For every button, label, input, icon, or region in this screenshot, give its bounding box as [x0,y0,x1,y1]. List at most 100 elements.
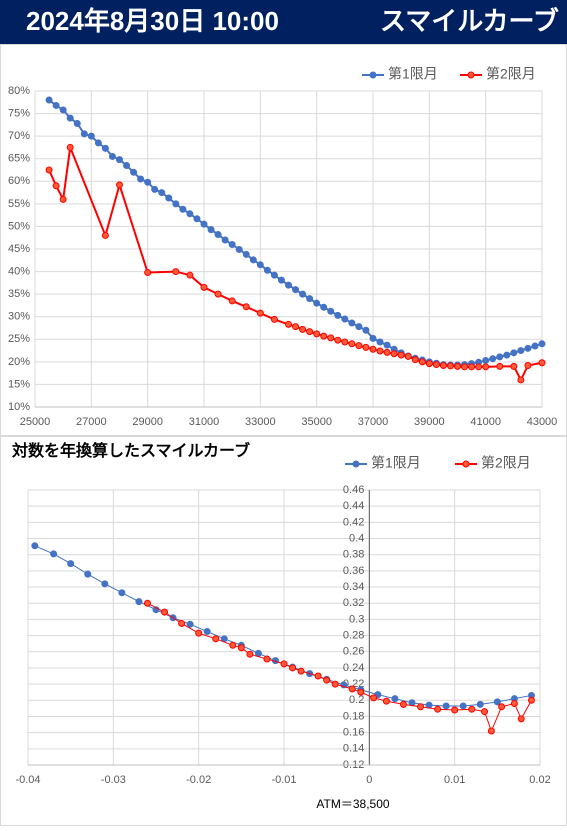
marker [172,200,180,208]
y-tick-label: 0.32 [343,597,364,609]
marker [229,641,237,649]
marker [292,323,300,331]
marker [524,344,532,352]
marker [193,215,201,223]
marker [212,635,220,643]
marker [277,276,285,284]
y-tick-label: 80% [8,85,30,97]
y-tick-label: 15% [8,378,30,390]
marker [101,144,109,152]
marker [207,226,215,234]
x-tick-label: 27000 [76,416,107,428]
y-tick-label: 20% [8,356,30,368]
x-tick-label: 35000 [301,416,332,428]
marker [270,271,278,279]
marker [179,205,187,213]
marker [391,695,399,703]
marker [31,542,39,550]
marker [331,680,339,688]
marker [362,343,370,351]
marker [214,290,222,298]
marker [503,351,511,359]
marker [397,351,405,359]
marker [327,334,335,342]
legend-label: 第2限月 [486,66,536,82]
marker [517,376,525,384]
y-tick-label: 0.3 [349,613,364,625]
marker [306,328,314,336]
marker [369,334,377,342]
x-tick-label: 37000 [358,416,389,428]
marker [101,231,109,239]
marker [137,175,145,183]
marker [362,326,370,334]
marker [482,357,490,365]
marker [369,345,377,353]
marker [242,303,250,311]
y-tick-label: 0.42 [343,516,364,528]
marker [341,315,349,323]
marker [235,245,243,253]
marker [172,268,180,276]
marker [186,620,194,628]
legend-marker [467,71,475,79]
marker [439,361,447,369]
marker [383,348,391,356]
marker [297,667,305,675]
marker [411,356,419,364]
marker [52,101,60,109]
y-tick-label: 0.2 [349,694,364,706]
x-tick-label: 43000 [527,416,558,428]
marker [451,706,459,714]
marker [468,363,476,371]
marker [67,560,75,568]
marker [442,702,450,710]
marker [285,281,292,289]
legend-label: 第1限月 [371,455,421,471]
y-tick-label: 0.28 [343,629,364,641]
marker [118,589,126,597]
marker [418,358,426,366]
y-tick-label: 0.44 [343,500,364,512]
chart-title: 対数を年換算したスマイルカーブ [11,441,250,460]
marker [135,598,143,606]
marker [123,161,131,169]
x-tick-label: -0.03 [101,774,126,786]
marker [524,361,532,369]
x-tick-label: -0.02 [186,774,211,786]
legend-marker [462,460,470,468]
marker [489,355,497,363]
marker [237,644,245,652]
marker [446,362,454,370]
y-tick-label: 75% [8,107,30,119]
marker [66,114,74,122]
x-tick-label: 0.02 [529,774,550,786]
marker [299,290,307,298]
x-tick-label: 41000 [470,416,501,428]
x-tick-label: 0.01 [444,774,465,786]
marker [214,231,222,239]
marker [376,338,384,346]
marker [59,106,67,114]
x-tick-label: 33000 [245,416,276,428]
marker [50,550,58,558]
x-tick-label: 31000 [189,416,220,428]
marker [151,185,159,193]
marker [94,139,102,147]
marker [280,660,288,668]
marker [84,570,92,578]
legend-marker [352,460,360,468]
marker [73,120,81,128]
marker [249,256,257,264]
marker [263,655,271,663]
marker [178,619,186,627]
x-tick-label: 39000 [414,416,445,428]
marker [357,688,365,696]
marker [399,700,407,708]
y-tick-label: 30% [8,311,30,323]
marker [487,727,495,735]
y-tick-label: 10% [8,401,30,413]
marker [498,703,506,711]
marker [144,178,152,186]
y-tick-label: 0.14 [343,743,364,755]
